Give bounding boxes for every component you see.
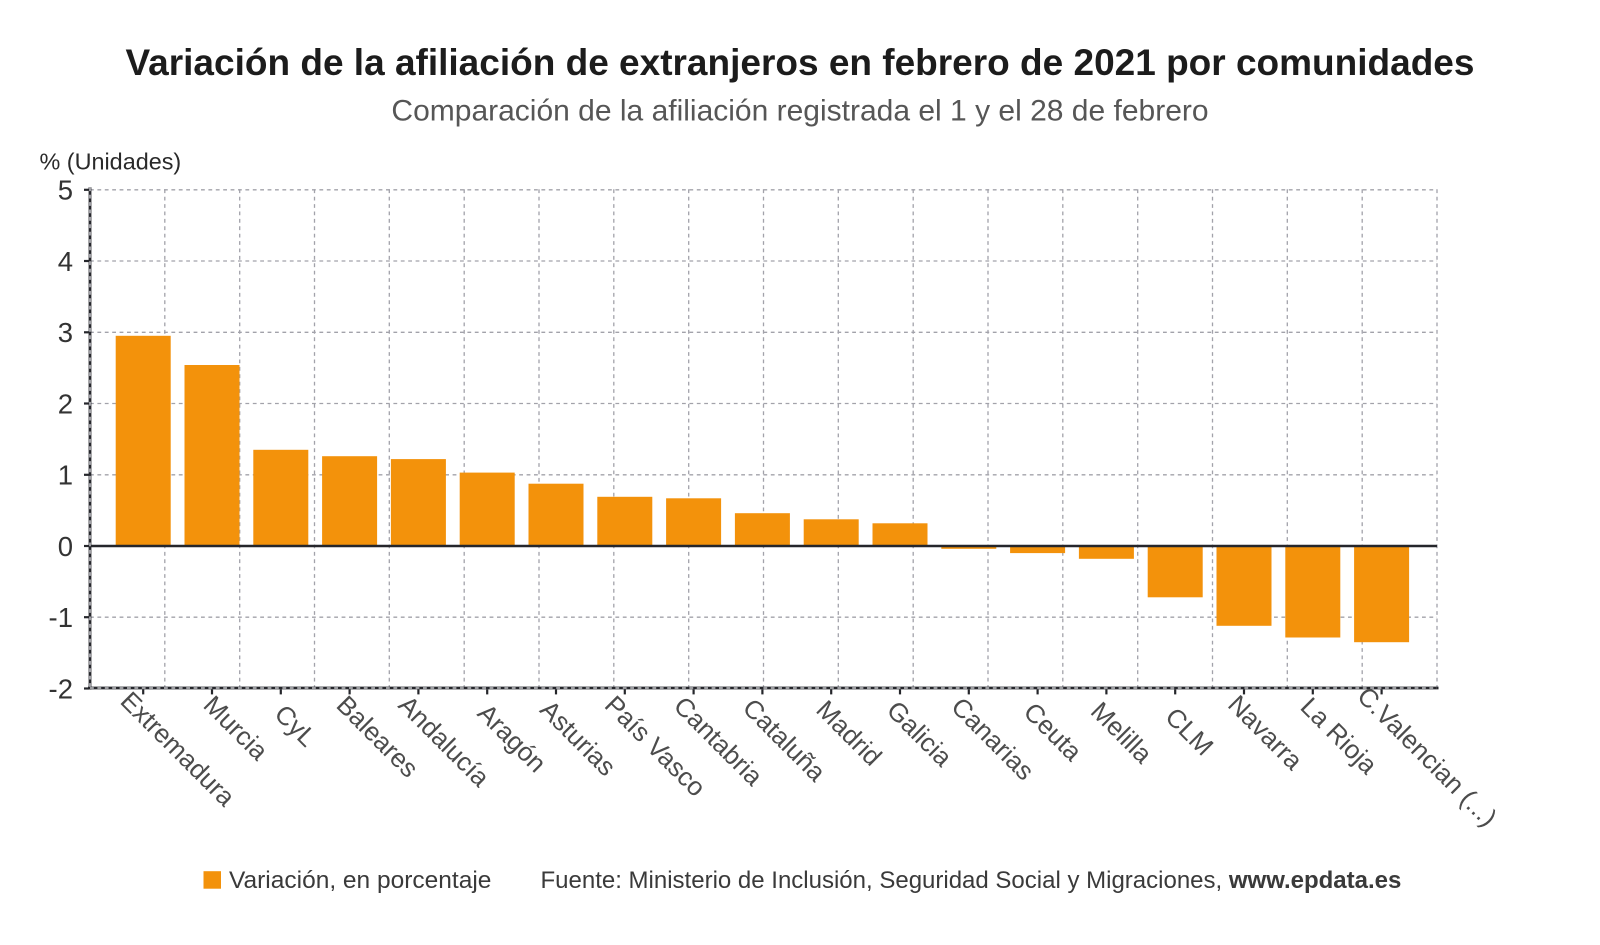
svg-text:1: 1 [58, 460, 73, 491]
svg-text:0: 0 [58, 531, 73, 562]
svg-text:4: 4 [58, 246, 73, 277]
svg-text:-2: -2 [49, 673, 73, 704]
svg-text:Comparación de la afiliación r: Comparación de la afiliación registrada … [391, 95, 1208, 128]
svg-text:Variación de la afiliación de: Variación de la afiliación de extranjero… [126, 42, 1475, 83]
svg-text:Variación, en porcentaje: Variación, en porcentaje [229, 867, 491, 894]
svg-text:3: 3 [58, 317, 73, 348]
svg-text:-1: -1 [49, 602, 73, 633]
svg-text:2: 2 [58, 388, 73, 419]
svg-text:Fuente: Ministerio de Inclusió: Fuente: Ministerio de Inclusión, Segurid… [541, 867, 1402, 894]
svg-text:% (Unidades): % (Unidades) [40, 148, 182, 174]
svg-text:5: 5 [58, 175, 73, 206]
